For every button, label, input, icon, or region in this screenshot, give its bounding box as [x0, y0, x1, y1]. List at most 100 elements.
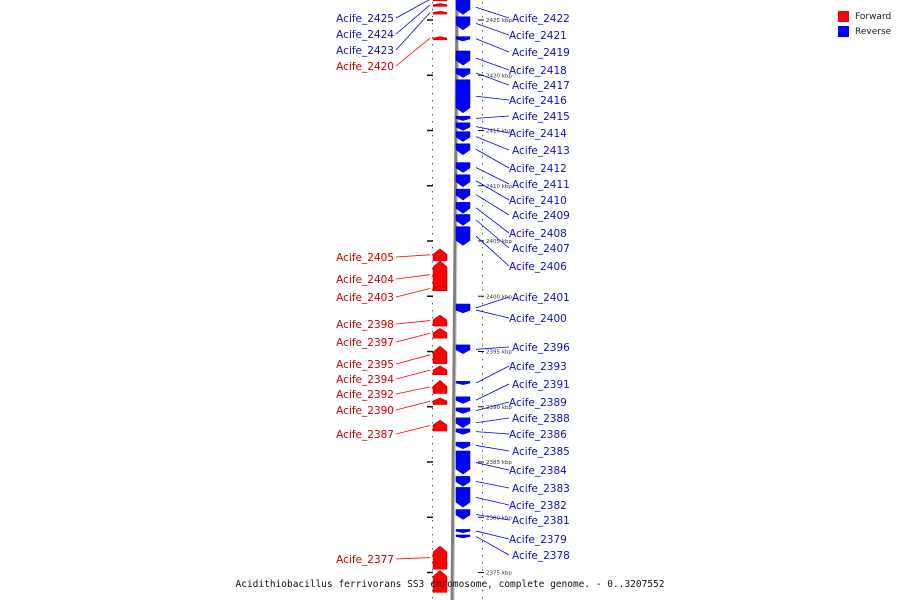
reverse-gene-leader — [475, 180, 510, 201]
forward-gene-leader — [395, 320, 431, 325]
reverse-gene-label: Acife_2378 — [512, 550, 570, 562]
reverse-gene-arrow — [455, 307, 471, 314]
forward-gene-leader — [395, 274, 431, 280]
forward-gene-leader — [395, 254, 431, 258]
reverse-gene-leader — [475, 480, 510, 489]
forward-gene-label: Acife_2403 — [336, 292, 394, 304]
reverse-gene-arrow — [455, 162, 471, 173]
reverse-gene-leader — [475, 514, 510, 521]
forward-gene-arrow — [432, 260, 448, 289]
reverse-gene-arrow — [455, 441, 471, 450]
reverse-gene-leader — [475, 219, 510, 249]
reverse-gene-leader — [475, 417, 510, 424]
scale-tick-label: 2420 kbp — [486, 73, 512, 79]
reverse-gene-leader — [475, 207, 510, 234]
reverse-gene-label: Acife_2381 — [512, 515, 570, 527]
reverse-gene-label: Acife_2416 — [509, 95, 567, 107]
reverse-gene-leader — [475, 445, 510, 452]
reverse-gene-leader — [475, 462, 510, 471]
reverse-gene-arrow — [455, 396, 471, 404]
reverse-gene-leader — [475, 235, 510, 267]
reverse-gene-arrow — [455, 115, 471, 121]
reverse-gene-label: Acife_2379 — [509, 534, 567, 546]
legend-forward-label: Forward — [855, 11, 892, 22]
reverse-gene-label: Acife_2415 — [512, 111, 570, 123]
forward-gene-leader — [395, 0, 430, 19]
forward-gene-label: Acife_2387 — [336, 429, 394, 441]
legend: Forward Reverse — [838, 9, 891, 39]
forward-gene-leader — [395, 369, 431, 380]
scale-tick-label: 2375 kbp — [486, 571, 512, 577]
scale-tick-label: 2390 kbp — [486, 405, 512, 411]
forward-gene-label: Acife_2424 — [336, 29, 394, 41]
reverse-gene-label: Acife_2417 — [512, 80, 570, 92]
scale-tick-label: 2425 kbp — [486, 18, 512, 24]
forward-swatch — [838, 11, 849, 22]
reverse-gene-label: Acife_2414 — [509, 128, 567, 140]
reverse-gene-arrow — [455, 214, 471, 226]
reverse-gene-arrow — [455, 143, 471, 156]
reverse-gene-label: Acife_2401 — [512, 292, 570, 304]
reverse-gene-leader — [475, 38, 510, 53]
reverse-gene-leader — [475, 496, 510, 506]
reverse-gene-leader — [475, 95, 510, 101]
scale-tick-label: 2410 kbp — [486, 184, 512, 190]
forward-gene-label: Acife_2425 — [336, 13, 394, 25]
reverse-gene-leader — [475, 72, 510, 86]
reverse-gene-label: Acife_2406 — [509, 261, 567, 273]
reverse-gene-leader — [475, 309, 510, 319]
scale-tick-label: 2385 kbp — [486, 460, 512, 466]
reverse-gene-label: Acife_2408 — [509, 228, 567, 240]
reverse-gene-label: Acife_2411 — [512, 179, 570, 191]
reverse-gene-arrow — [455, 534, 471, 539]
reverse-gene-label: Acife_2413 — [512, 145, 570, 157]
reverse-gene-arrow — [455, 122, 471, 131]
forward-gene-label: Acife_2405 — [336, 252, 394, 264]
forward-gene-label: Acife_2394 — [336, 374, 394, 386]
reverse-gene-leader — [475, 126, 510, 134]
reverse-gene-leader — [475, 148, 510, 169]
forward-gene-arrow — [432, 248, 448, 262]
reverse-gene-leader — [475, 136, 510, 151]
forward-gene-leader — [395, 332, 431, 343]
reverse-gene-arrow — [455, 174, 471, 188]
reverse-gene-leader — [475, 57, 510, 71]
forward-gene-arrow — [432, 545, 448, 570]
reverse-gene-label: Acife_2412 — [509, 163, 567, 175]
reverse-gene-leader — [475, 383, 510, 401]
reverse-gene-label: Acife_2407 — [512, 243, 570, 255]
reverse-gene-leader — [475, 296, 510, 309]
reverse-gene-label: Acife_2410 — [509, 195, 567, 207]
forward-gene-label: Acife_2395 — [336, 359, 394, 371]
reverse-gene-arrow — [455, 36, 471, 42]
reverse-gene-leader — [475, 115, 510, 119]
reverse-gene-label: Acife_2391 — [512, 379, 570, 391]
reverse-swatch — [838, 26, 849, 37]
forward-gene-leader — [395, 354, 431, 365]
reverse-gene-arrow — [455, 407, 471, 414]
reverse-gene-arrow — [455, 381, 471, 385]
reverse-gene-arrow — [455, 79, 471, 114]
forward-gene-arrow — [432, 397, 448, 405]
reverse-gene-label: Acife_2386 — [509, 429, 567, 441]
forward-gene-arrow — [432, 365, 448, 375]
genome-caption: Acidithiobacillus ferrivorans SS3 chromo… — [235, 579, 665, 590]
forward-gene-leader — [395, 288, 431, 298]
reverse-gene-arrow — [455, 344, 471, 354]
forward-gene-label: Acife_2397 — [336, 337, 394, 349]
legend-reverse-label: Reverse — [855, 26, 892, 37]
reverse-gene-arrow — [455, 509, 471, 520]
reverse-gene-leader — [475, 194, 510, 216]
forward-gene-arrow — [432, 419, 448, 432]
reverse-gene-leader — [475, 346, 510, 350]
reverse-gene-label: Acife_2418 — [509, 65, 567, 77]
forward-gene-arrow — [432, 36, 448, 41]
reverse-gene-arrow — [455, 188, 471, 201]
forward-gene-leader — [395, 37, 431, 67]
reverse-gene-label: Acife_2384 — [509, 465, 567, 477]
reverse-gene-label: Acife_2393 — [509, 361, 567, 373]
forward-gene-arrow — [432, 345, 448, 364]
forward-gene-label: Acife_2420 — [336, 61, 394, 73]
